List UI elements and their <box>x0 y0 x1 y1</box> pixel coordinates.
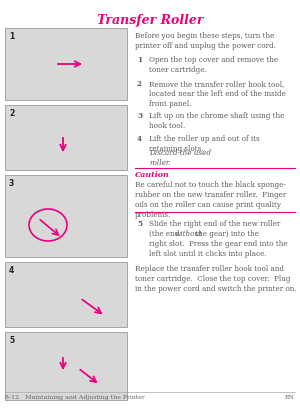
Text: Be careful not to touch the black sponge-
rubber on the new transfer roller.  Fi: Be careful not to touch the black sponge… <box>135 181 286 219</box>
Text: Remove the transfer roller hook tool,
located near the left end of the inside
fr: Remove the transfer roller hook tool, lo… <box>149 80 286 108</box>
Text: Transfer Roller: Transfer Roller <box>97 14 203 27</box>
Text: 4: 4 <box>137 135 142 143</box>
Text: 8-12   Maintaining and Adjusting the Printer: 8-12 Maintaining and Adjusting the Print… <box>5 395 145 400</box>
Text: Discard the used
roller.: Discard the used roller. <box>149 149 211 167</box>
Text: Caution: Caution <box>135 171 170 179</box>
Bar <box>5 262 127 327</box>
Text: without: without <box>175 230 203 238</box>
Text: Lift up on the chrome shaft using the
hook tool.: Lift up on the chrome shaft using the ho… <box>149 112 284 130</box>
Bar <box>5 105 127 170</box>
Text: 2: 2 <box>137 80 142 88</box>
Text: 1: 1 <box>137 56 142 64</box>
Text: the gear) into the: the gear) into the <box>193 230 259 238</box>
Text: right slot.  Press the gear end into the
left slot until it clicks into place.: right slot. Press the gear end into the … <box>149 240 288 259</box>
Text: EN: EN <box>285 395 295 400</box>
Text: 4: 4 <box>9 266 14 275</box>
Text: 5: 5 <box>137 220 142 228</box>
Text: Slide the right end of the new roller
(the end: Slide the right end of the new roller (t… <box>149 220 280 238</box>
Text: 2: 2 <box>9 109 14 118</box>
Bar <box>5 175 127 257</box>
Text: Replace the transfer roller hook tool and
toner cartridge.  Close the top cover.: Replace the transfer roller hook tool an… <box>135 265 297 293</box>
Text: 1: 1 <box>9 32 14 41</box>
Bar <box>5 332 127 400</box>
Text: 5: 5 <box>9 336 14 345</box>
Text: 3: 3 <box>137 112 142 120</box>
Text: 3: 3 <box>9 179 14 188</box>
Text: Lift the roller up and out of its
retaining slots.: Lift the roller up and out of its retain… <box>149 135 260 153</box>
Bar <box>5 28 127 100</box>
Text: Before you begin these steps, turn the
printer off and unplug the power cord.: Before you begin these steps, turn the p… <box>135 32 276 50</box>
Text: Open the top cover and remove the
toner cartridge.: Open the top cover and remove the toner … <box>149 56 278 74</box>
